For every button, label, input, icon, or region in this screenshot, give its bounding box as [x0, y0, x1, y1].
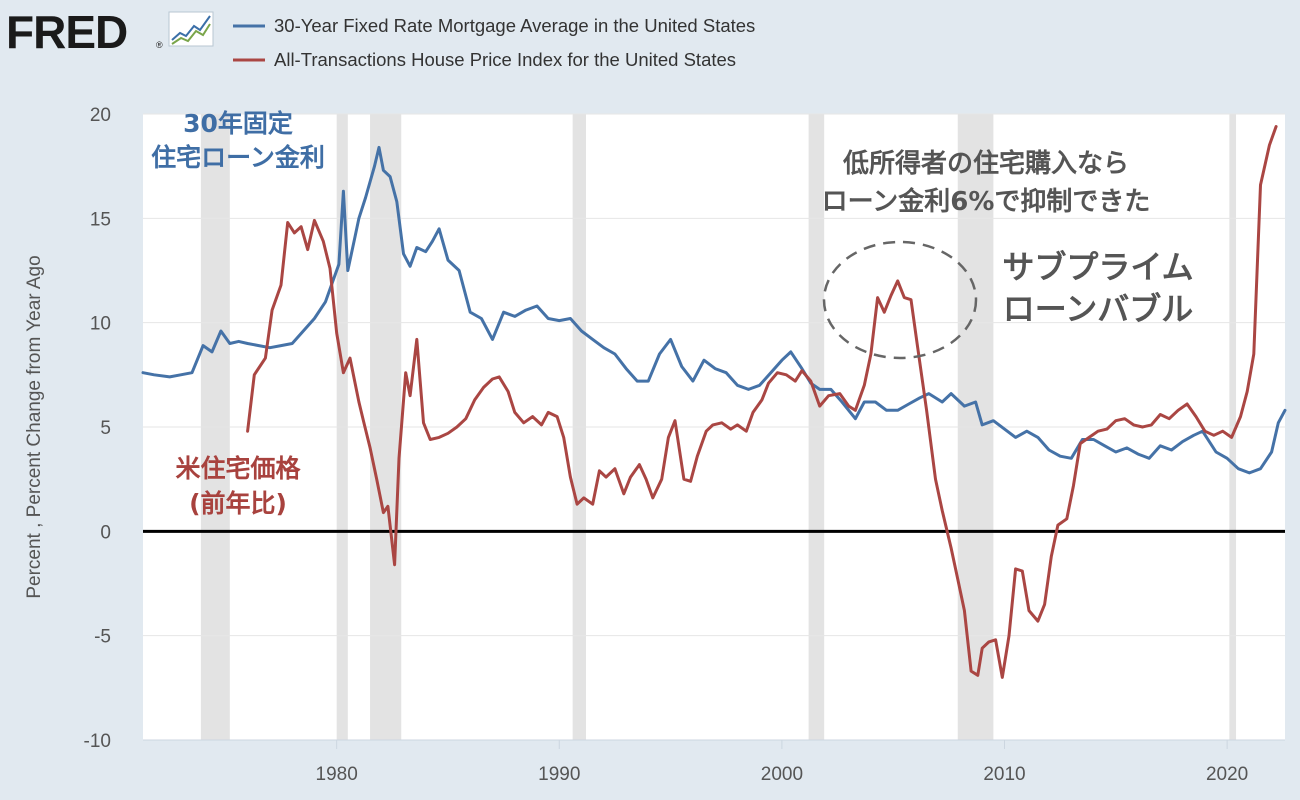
- legend: 30-Year Fixed Rate Mortgage Average in t…: [233, 15, 755, 70]
- fred-logo-text: FRED: [6, 6, 127, 58]
- y-tick-label: 0: [100, 522, 111, 543]
- series-layer: [141, 125, 1287, 679]
- y-tick-label: 15: [90, 209, 111, 230]
- x-tick-label: 2010: [983, 764, 1025, 785]
- hpi-label-line2: (前年比): [189, 489, 287, 518]
- x-tick-label: 1990: [538, 764, 580, 785]
- trend-line-icon: [168, 11, 214, 47]
- legend-item-hpi[interactable]: All-Transactions House Price Index for t…: [233, 49, 736, 70]
- y-tick-label: 5: [100, 418, 111, 439]
- mortgage-label-line1: 30年固定: [183, 109, 293, 138]
- y-tick-label: 10: [90, 314, 111, 335]
- legend-item-mortgage[interactable]: 30-Year Fixed Rate Mortgage Average in t…: [233, 15, 755, 36]
- x-tick-label: 2020: [1206, 764, 1248, 785]
- x-axis-ticks: 1980 1990 2000 2010 2020: [316, 740, 1248, 785]
- bubble-line1: サブプライム: [1002, 248, 1193, 286]
- y-tick-label: -5: [94, 627, 111, 648]
- series-line-house-price-index[interactable]: [246, 125, 1278, 679]
- note-line1: 低所得者の住宅購入なら: [842, 148, 1129, 179]
- bubble-annotation: サブプライム ローンバブル: [1002, 248, 1193, 328]
- note-line2: ローン金利6%で抑制できた: [822, 186, 1151, 217]
- trademark-mark: ®: [156, 40, 163, 50]
- y-axis-title: Percent , Percent Change from Year Ago: [24, 255, 45, 598]
- fred-logo[interactable]: FRED ®: [6, 6, 214, 58]
- mortgage-annotation: 30年固定 住宅ローン金利: [151, 109, 325, 172]
- bubble-line2: ローンバブル: [1003, 290, 1193, 328]
- x-tick-label: 1980: [316, 764, 358, 785]
- y-tick-label: -10: [84, 731, 111, 752]
- mortgage-label-line2: 住宅ローン金利: [151, 143, 325, 172]
- policy-note: 低所得者の住宅購入なら ローン金利6%で抑制できた: [822, 148, 1151, 217]
- hpi-label-line1: 米住宅価格: [175, 454, 301, 483]
- x-tick-label: 2000: [761, 764, 803, 785]
- legend-label-mortgage: 30-Year Fixed Rate Mortgage Average in t…: [274, 15, 755, 36]
- legend-label-hpi: All-Transactions House Price Index for t…: [274, 49, 736, 70]
- y-axis-ticks: -10 -5 0 5 10 15 20: [84, 105, 111, 752]
- hpi-annotation: 米住宅価格 (前年比): [175, 454, 301, 518]
- y-tick-label: 20: [90, 105, 111, 126]
- bubble-highlight-ellipse: [822, 240, 978, 360]
